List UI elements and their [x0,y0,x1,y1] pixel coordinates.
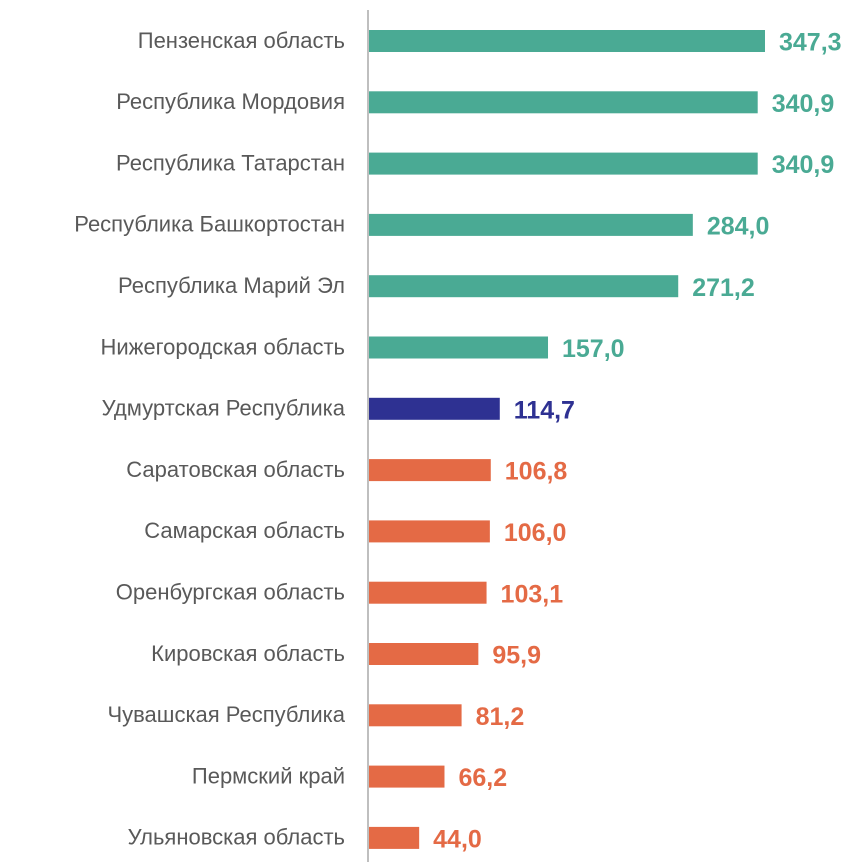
value-label: 340,9 [772,151,835,179]
category-label: Саратовская область [126,457,345,482]
value-label: 284,0 [707,213,770,241]
bar [369,397,500,420]
bar [369,704,462,727]
value-label: 347,3 [779,29,842,57]
bar [369,826,420,849]
category-label: Республика Марий Эл [118,273,345,298]
category-label: Оренбургская область [116,580,345,605]
category-label: Республика Татарстан [116,150,345,175]
category-label: Удмуртская Республика [102,396,346,421]
value-label: 114,7 [514,396,575,424]
bar [369,643,479,665]
value-label: 271,2 [692,274,755,302]
category-label: Пензенская область [138,28,345,53]
bar [369,459,491,482]
value-label: 81,2 [476,703,525,731]
category-label: Пермский край [192,763,345,788]
category-label: Республика Башкортостан [74,212,345,237]
bar [369,581,487,604]
bar [369,520,490,543]
value-label: 106,0 [504,519,567,547]
category-label: Ульяновская область [128,825,345,850]
bar [369,91,758,114]
bar [369,765,445,788]
category-label: Нижегородская область [100,334,345,359]
value-label: 95,9 [492,642,541,670]
value-label: 44,0 [433,826,482,854]
category-label: Чувашская Республика [107,702,345,727]
value-label: 106,8 [505,458,568,486]
bar [369,275,679,298]
value-label: 66,2 [458,764,507,792]
value-label: 157,0 [562,335,625,363]
category-label: Республика Мордовия [116,89,345,114]
bar [369,213,693,236]
category-label: Кировская область [151,641,345,666]
bar [369,336,549,359]
category-label: Самарская область [144,518,345,543]
value-label: 103,1 [501,580,564,608]
value-label: 340,9 [772,90,835,118]
bar [369,30,765,52]
bar [369,152,758,175]
